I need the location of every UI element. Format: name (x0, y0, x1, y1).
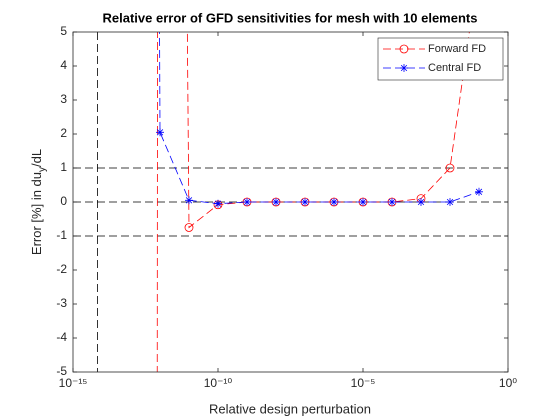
data-point (445, 163, 455, 173)
data-point (359, 198, 367, 206)
x-tick-label: 10⁻¹⁰ (204, 376, 233, 390)
y-tick-label: -3 (56, 296, 67, 310)
y-label-part: /dL (29, 149, 44, 167)
legend: Forward FD Central FD (377, 37, 504, 81)
data-point (388, 198, 396, 206)
y-label-sub: y (37, 167, 48, 172)
plot-layer (73, 32, 508, 372)
data-point (185, 196, 193, 205)
y-axis-label: Error [%] in duy/dL (29, 149, 47, 255)
x-tick-label: 10⁻¹⁵ (59, 376, 88, 390)
data-point (301, 198, 309, 206)
y-tick-label: -1 (56, 228, 67, 242)
y-tick-label: -5 (56, 364, 67, 378)
y-tick-label: 5 (60, 24, 67, 38)
data-point (475, 187, 483, 196)
legend-marker (399, 44, 409, 54)
legend-label: Forward FD (428, 43, 486, 55)
data-point (184, 223, 194, 232)
y-tick-label: 1 (60, 160, 67, 174)
x-tick-label: 10⁰ (499, 376, 517, 390)
data-point (417, 198, 425, 206)
axes: -5 -4 -3 -2 -1 0 1 2 3 4 5 10⁻¹⁵ 10⁻¹⁰ 10⁻⁵ 10⁰ Forward… (56, 24, 517, 390)
y-tick-label: -4 (56, 330, 67, 344)
x-tick-label: 10⁻⁵ (351, 376, 376, 390)
data-point (156, 128, 164, 137)
y-tick-label: 0 (60, 194, 67, 208)
legend-label: Central FD (428, 62, 481, 74)
legend-box (377, 37, 504, 81)
y-tick-label: 4 (60, 58, 67, 72)
y-tick-label: 2 (60, 126, 67, 140)
y-label-part: Error [%] in du (29, 172, 44, 255)
legend-marker (400, 64, 408, 72)
data-point (330, 198, 338, 206)
chart-title: Relative error of GFD sensitivities for … (103, 10, 478, 25)
y-tick-label: 3 (60, 92, 67, 106)
data-point (272, 198, 280, 206)
data-point (243, 198, 251, 206)
data-point (446, 198, 454, 206)
data-point (214, 199, 222, 208)
y-tick-label: -2 (56, 262, 67, 276)
x-axis-label: Relative design perturbation (209, 401, 371, 416)
